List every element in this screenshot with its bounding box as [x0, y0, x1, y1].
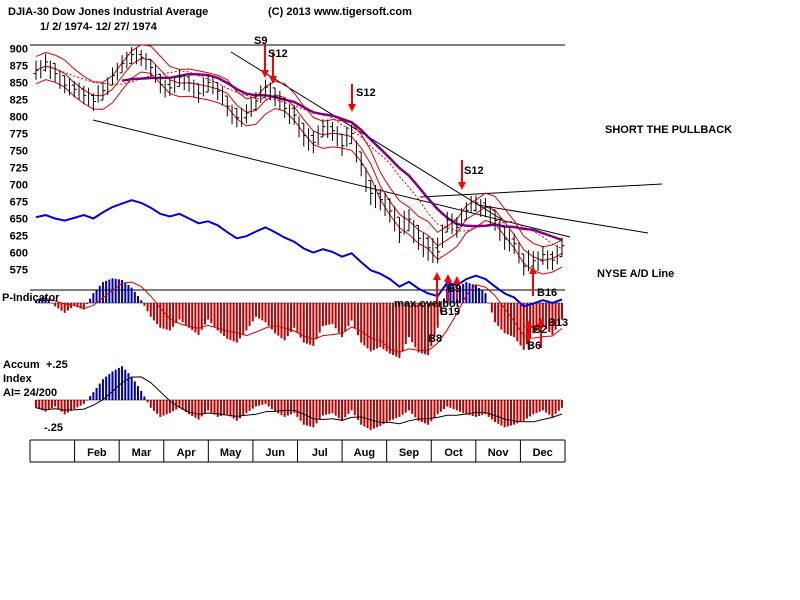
svg-text:Oct: Oct [444, 447, 463, 459]
accum-lower-scale-label: -.25 [44, 422, 63, 434]
accum-index-bars [35, 366, 563, 430]
annotation-b8: B8 [428, 333, 442, 345]
ohlc-bars [33, 47, 565, 276]
month-axis: Feb Mar Apr May Jun Jul Aug Sep Oct Nov Dec [29, 440, 566, 462]
svg-text:675: 675 [10, 197, 28, 209]
svg-text:725: 725 [10, 163, 28, 175]
svg-text:575: 575 [10, 265, 28, 277]
annotation-b2: B2 [533, 324, 547, 336]
annotation-b13: B13 [548, 317, 568, 329]
copyright-text: (C) 2013 www.tigersoft.com [268, 6, 412, 18]
annotation-b19: B19 [440, 306, 460, 318]
y-axis-labels: 900 875 850 825 800 775 750 725 700 675 650 625 600 5… [10, 43, 28, 276]
svg-text:May: May [220, 447, 242, 459]
signal-arrows [261, 44, 545, 350]
annotation-s9: S9 [254, 35, 267, 47]
svg-text:Dec: Dec [533, 447, 553, 459]
accum-upper-scale-label: +.25 [46, 359, 68, 371]
date-range: 1/ 2/ 1974- 12/ 27/ 1974 [40, 21, 157, 33]
svg-text:Jul: Jul [312, 447, 328, 459]
svg-text:750: 750 [10, 145, 28, 157]
svg-text:625: 625 [10, 231, 28, 243]
p-indicator-label: P-Indicator [2, 292, 60, 304]
svg-text:Nov: Nov [488, 447, 510, 459]
annotation-max-overbot: max.overbot [394, 298, 460, 310]
annotation-b16: B16 [537, 287, 557, 299]
ai-ratio-label: AI= 24/200 [3, 387, 58, 399]
svg-text:650: 650 [10, 214, 28, 226]
svg-text:Mar: Mar [132, 447, 152, 459]
svg-text:850: 850 [10, 77, 28, 89]
accum-label: Accum [3, 359, 40, 371]
svg-text:Jun: Jun [265, 447, 285, 459]
svg-text:700: 700 [10, 180, 28, 192]
svg-text:800: 800 [10, 111, 28, 123]
svg-text:875: 875 [10, 60, 28, 72]
annotation-s12: S12 [464, 165, 484, 177]
ad-line [35, 199, 563, 308]
annotation-b6: B6 [527, 340, 541, 352]
svg-text:900: 900 [10, 43, 28, 55]
annotation-b9: B9 [447, 283, 461, 295]
index-label: Index [3, 373, 32, 385]
svg-text:600: 600 [10, 248, 28, 260]
p-indicator-bars [35, 278, 563, 358]
svg-text:Apr: Apr [177, 447, 197, 459]
ma-lines [35, 44, 563, 275]
short-pullback-label: SHORT THE PULLBACK [605, 124, 733, 136]
svg-text:775: 775 [10, 128, 28, 140]
annotation-s12: S12 [356, 87, 376, 99]
svg-text:Aug: Aug [354, 447, 375, 459]
annotation-s12: S12 [268, 48, 288, 60]
svg-text:825: 825 [10, 94, 28, 106]
chart-title: DJIA-30 Dow Jones Industrial Average [8, 6, 209, 18]
svg-text:Feb: Feb [87, 447, 107, 459]
svg-text:Sep: Sep [399, 447, 419, 459]
ad-line-label: NYSE A/D Line [597, 268, 675, 280]
